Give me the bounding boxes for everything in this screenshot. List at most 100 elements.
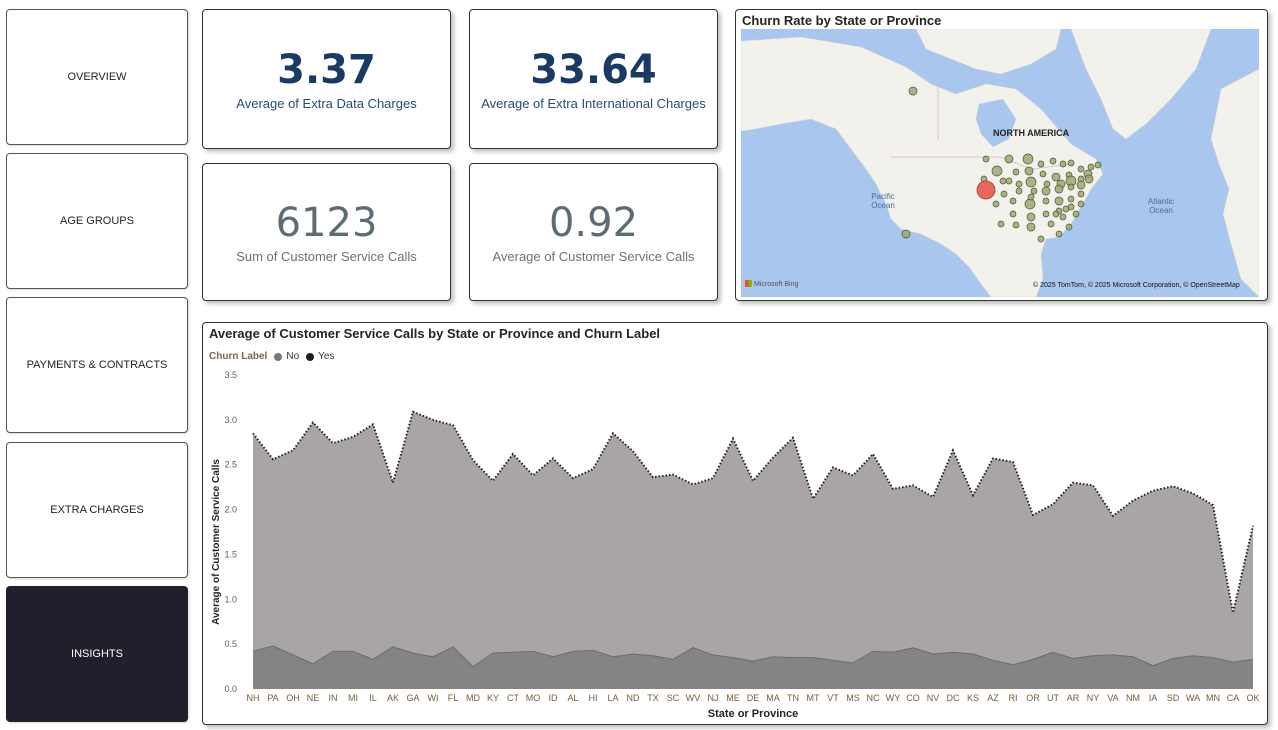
map-bubble[interactable] [908, 86, 918, 96]
y-axis-title: Average of Customer Service Calls [211, 459, 222, 625]
map-bubble[interactable] [1077, 200, 1085, 208]
x-tick-label: AK [387, 693, 399, 703]
nav-button-extra-charges[interactable]: EXTRA CHARGES [6, 442, 188, 578]
map-bubble[interactable] [997, 220, 1005, 228]
legend-item-no[interactable]: No [286, 351, 300, 362]
x-tick-label: TN [787, 693, 799, 703]
kpi-label: Average of Extra International Charges [481, 95, 706, 111]
map-bubble[interactable] [1059, 213, 1067, 221]
map-bubble[interactable] [1054, 184, 1064, 194]
map-bubble[interactable] [1067, 159, 1075, 167]
map-bubble[interactable] [1043, 180, 1051, 188]
nav-label: EXTRA CHARGES [50, 504, 144, 516]
series-no-area[interactable] [253, 645, 1253, 689]
x-tick-label: IL [369, 693, 377, 703]
map-bubble[interactable] [1054, 196, 1064, 206]
legend-no-dot-icon [274, 352, 283, 361]
x-tick-label: SD [1167, 693, 1180, 703]
map-bubble[interactable] [1024, 198, 1036, 210]
map-bubble[interactable] [1004, 154, 1014, 164]
land-europe-africa [1210, 68, 1259, 297]
map-bubble[interactable] [1042, 210, 1050, 218]
map-bubble[interactable] [1041, 186, 1051, 196]
x-tick-label: NV [927, 693, 940, 703]
nav-button-insights[interactable]: INSIGHTS [6, 586, 188, 722]
x-tick-label: VT [827, 693, 839, 703]
map-bubble[interactable] [1039, 170, 1047, 178]
map-bubble[interactable] [1067, 183, 1075, 191]
map-canvas [741, 29, 1259, 297]
x-axis-title: State or Province [708, 708, 798, 720]
churn-map[interactable]: NORTH AMERICA Pacific Ocean Atlantic Oce… [741, 29, 1259, 297]
map-bubble[interactable] [1094, 161, 1102, 169]
map-bubble[interactable] [1012, 221, 1020, 229]
map-bubble[interactable] [991, 165, 1003, 177]
x-tick-label: MD [466, 693, 480, 703]
x-tick-label: DE [747, 693, 760, 703]
map-bubble[interactable] [1059, 160, 1067, 168]
x-tick-label: MO [526, 693, 541, 703]
map-bubble[interactable] [1047, 220, 1055, 228]
map-bubble[interactable] [999, 177, 1007, 185]
chart-title: Average of Customer Service Calls by Sta… [209, 326, 661, 341]
map-bubble[interactable] [1051, 172, 1061, 182]
series-yes-area[interactable] [253, 411, 1253, 689]
map-bubble[interactable] [1026, 222, 1036, 232]
kpi-value: 6123 [275, 199, 378, 246]
map-bubble[interactable] [1027, 193, 1035, 201]
map-bubble[interactable] [1009, 210, 1017, 218]
nav-button-age-groups[interactable]: AGE GROUPS [6, 153, 188, 289]
kpi-card-average-customer-service-calls: 0.92 Average of Customer Service Calls [469, 163, 718, 301]
x-tick-label: MN [1206, 693, 1220, 703]
series-no-line [252, 645, 1254, 668]
map-bubble[interactable] [1005, 177, 1013, 185]
map-bubble[interactable] [1042, 197, 1050, 205]
area-chart-canvas[interactable]: 0.0 0.5 1.0 1.5 2.0 2.5 3.0 3.5 NH PA OH NE IN MI IL AK… [203, 323, 1267, 724]
map-bubble[interactable] [982, 155, 990, 163]
map-bubble[interactable] [901, 229, 911, 239]
map-title: Churn Rate by State or Province [742, 13, 942, 28]
map-bubble[interactable] [1084, 174, 1094, 184]
map-bubble[interactable] [992, 200, 1000, 208]
map-bubble[interactable] [1012, 168, 1020, 176]
map-bubble[interactable] [1067, 195, 1075, 203]
map-bubble[interactable] [1009, 197, 1017, 205]
map-bubble[interactable] [1052, 210, 1060, 218]
x-tick-label: NH [247, 693, 260, 703]
map-bubble[interactable] [1025, 176, 1037, 188]
map-bubble[interactable] [1065, 223, 1073, 231]
map-bubble[interactable] [1026, 212, 1036, 222]
kpi-value: 3.37 [277, 46, 376, 93]
x-tick-label: MT [807, 693, 820, 703]
map-bubble[interactable] [1022, 153, 1034, 165]
y-tick-label: 3.5 [224, 370, 237, 380]
map-bubble[interactable] [1062, 205, 1070, 213]
map-bubble[interactable] [1049, 157, 1057, 165]
map-bubble[interactable] [1030, 187, 1038, 195]
map-bubble[interactable] [1077, 190, 1085, 198]
map-bubble[interactable] [1055, 230, 1063, 238]
map-bubble[interactable] [1072, 210, 1080, 218]
x-tick-label: CT [507, 693, 519, 703]
map-bubble[interactable] [1037, 160, 1045, 168]
y-tick-label: 2.5 [224, 460, 237, 470]
map-bubble[interactable] [1037, 235, 1045, 243]
map-bubble[interactable] [1015, 180, 1023, 188]
nav-button-overview[interactable]: OVERVIEW [6, 9, 188, 145]
map-bubble[interactable] [1076, 180, 1086, 190]
kpi-label: Sum of Customer Service Calls [236, 248, 417, 264]
map-bubble[interactable] [1015, 187, 1023, 195]
legend-item-yes[interactable]: Yes [318, 351, 335, 362]
map-bubble[interactable] [1087, 163, 1095, 171]
x-tick-label: AZ [987, 693, 999, 703]
series-yes-line [252, 410, 1254, 613]
nav-button-payments-contracts[interactable]: PAYMENTS & CONTRACTS [6, 297, 188, 433]
map-bubble[interactable] [1000, 190, 1008, 198]
map-credit: © 2025 TomTom, © 2025 Microsoft Corporat… [1033, 282, 1240, 289]
map-bubble-high-churn[interactable] [976, 180, 996, 200]
map-bubble[interactable] [1024, 166, 1034, 176]
map-bubble[interactable] [1077, 165, 1085, 173]
x-tick-label: SC [667, 693, 680, 703]
area-chart-card: Average of Customer Service Calls by Sta… [202, 322, 1268, 725]
x-tick-label: NJ [708, 693, 719, 703]
